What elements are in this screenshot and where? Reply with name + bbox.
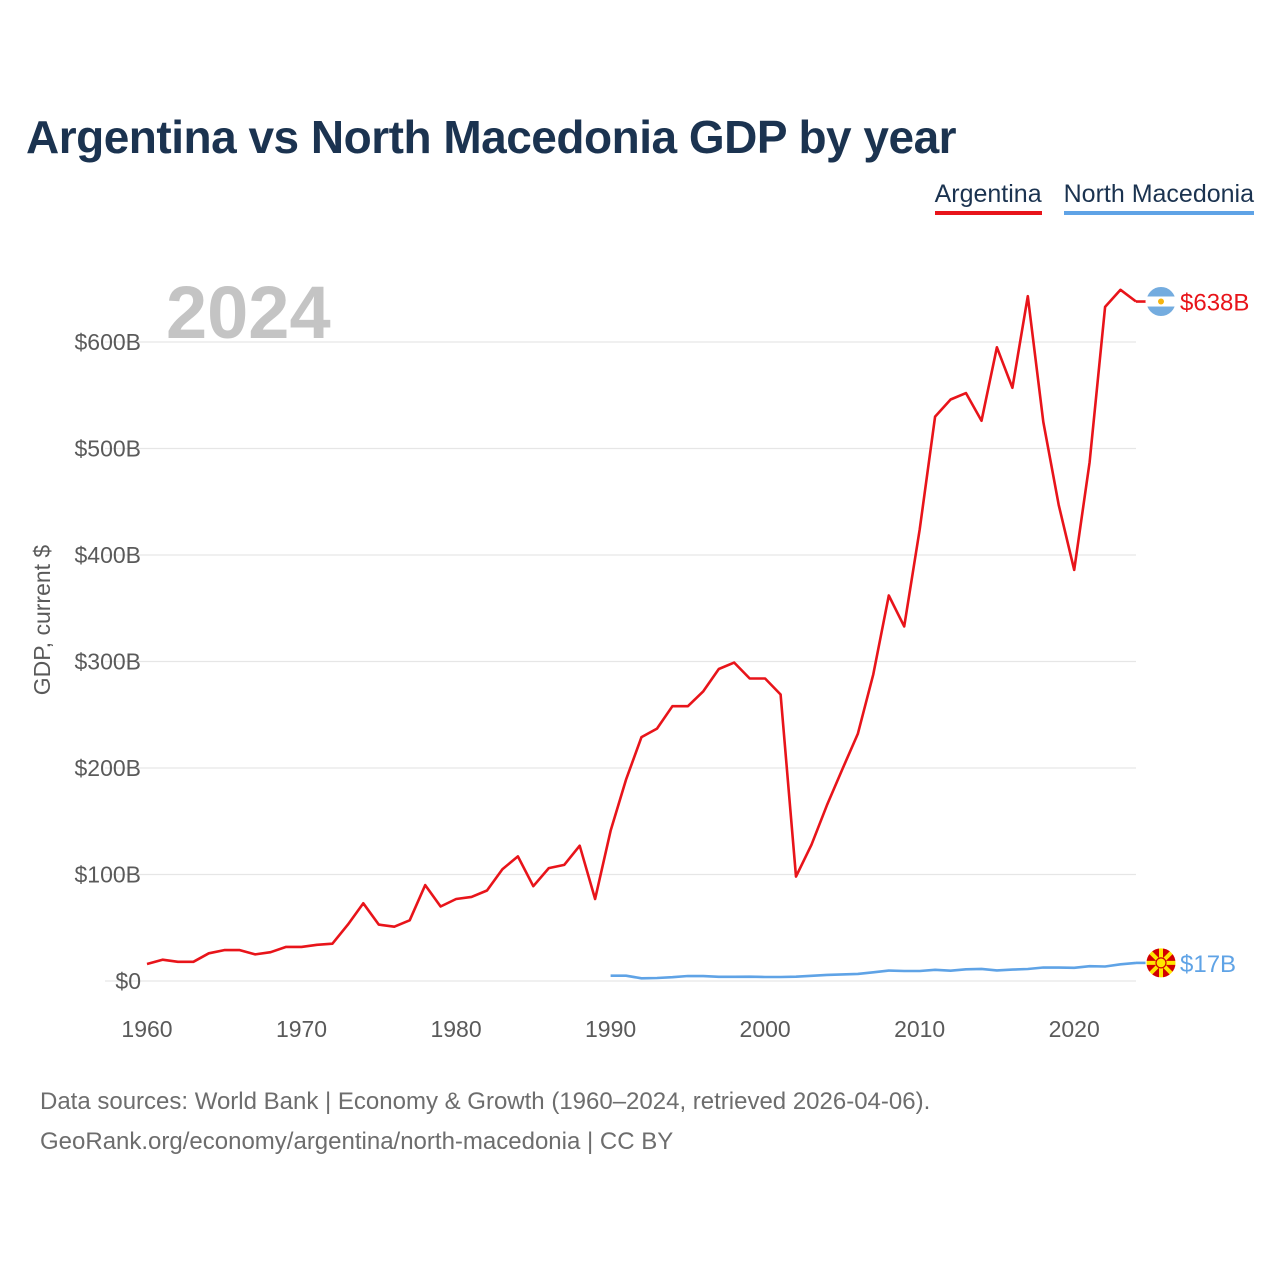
series-lines [146,288,1137,980]
y-axis-label: GDP, current $ [29,545,55,696]
legend-item-north-macedonia[interactable]: North Macedonia [1063,180,1254,215]
series-endpoints: $638B $17B [1136,286,1249,979]
y-tick-label: $100B [74,862,141,888]
legend-item-argentina[interactable]: Argentina [934,180,1042,215]
x-tick-label: 1960 [121,1016,172,1042]
data-source-note: Data sources: World Bank | Economy & Gro… [40,1082,930,1162]
source-line-2[interactable]: GeoRank.org/economy/argentina/north-mace… [40,1128,674,1155]
y-tick-label: $400B [74,542,141,568]
x-tick-label: 1980 [430,1016,481,1042]
series-line-argentina[interactable] [146,288,1137,966]
x-tick-label: 2000 [740,1016,791,1042]
source-line-1: Data sources: World Bank | Economy & Gro… [40,1088,931,1115]
x-tick-label: 1990 [585,1016,636,1042]
chart-title: Argentina vs North Macedonia GDP by year [26,111,957,163]
y-tick-label: $0 [115,968,141,994]
north-macedonia-flag-icon [1145,947,1177,979]
gridlines [105,341,1136,982]
x-tick-label: 2020 [1049,1016,1100,1042]
y-tick-label: $500B [74,436,141,462]
end-value-label-argentina: $638B [1180,290,1249,317]
series-line-north-macedonia[interactable] [610,961,1137,980]
x-axis: 1960 1970 1980 1990 2000 2010 2020 [121,1016,1099,1042]
year-watermark: 2024 [166,271,331,354]
argentina-flag-icon [1145,286,1177,318]
x-tick-label: 1970 [276,1016,327,1042]
y-tick-label: $200B [74,755,141,781]
y-axis: $0 $100B $200B $300B $400B $500B $600B [74,329,141,994]
x-tick-label: 2010 [894,1016,945,1042]
legend: Argentina North Macedonia [934,180,1254,215]
end-value-label-north-macedonia: $17B [1180,951,1236,978]
y-tick-label: $600B [74,329,141,355]
y-tick-label: $300B [74,649,141,675]
